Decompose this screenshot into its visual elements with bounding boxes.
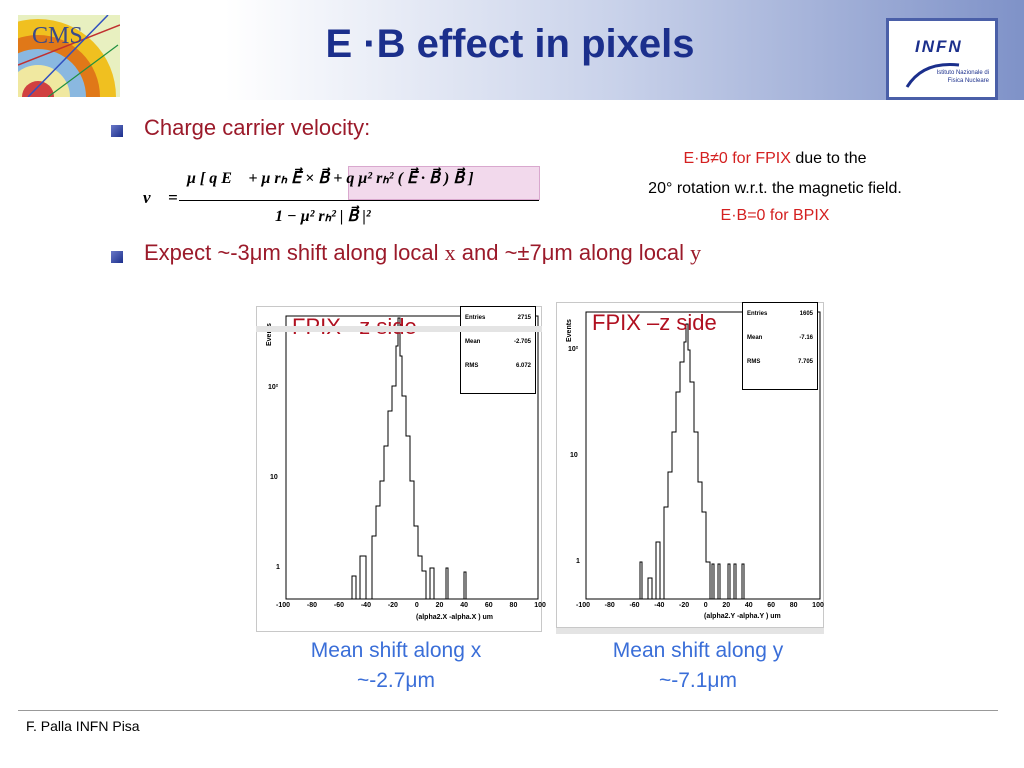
y-tick: 1 (576, 558, 580, 565)
caption-x: Mean shift along x ~-2.7μm (266, 636, 526, 696)
y-tick: 10 (270, 474, 278, 481)
note-line-1-black: due to the (790, 150, 867, 167)
note-line-3: E·B=0 for BPIX (720, 207, 830, 224)
stats-entries-label: Entries (465, 315, 486, 321)
x-tick: 80 (509, 602, 518, 609)
equation-lhs: v⃗ = (143, 188, 178, 207)
stats-entries-label: Entries (747, 311, 768, 317)
y-tick: 10² (568, 346, 579, 353)
infn-arc-icon (905, 62, 960, 88)
equation-highlight (348, 166, 540, 200)
x-tick: -80 (604, 602, 615, 609)
stats-rms-value: 7.705 (797, 359, 813, 365)
stats-rms-label: RMS (747, 359, 761, 365)
bullet-2-text-a: Expect ~-3μm shift along local (144, 240, 445, 265)
caption-x-line1: Mean shift along x (310, 639, 482, 662)
caption-y-line2: ~-7.1μm (658, 669, 738, 692)
bullet-2-text: Expect ~-3μm shift along local x and ~±7… (144, 240, 701, 266)
plot-frame (556, 302, 824, 628)
equation-denominator: 1 − μ² rₕ² | B⃗ |² (275, 208, 371, 225)
histogram-y: FPIX –z side Entries 1605 Mean -7.16 RMS 7.… (556, 302, 824, 628)
bullet-1-text: Charge carrier velocity: (144, 115, 371, 140)
x-tick: 40 (460, 602, 469, 609)
x-tick: 100 (534, 602, 546, 609)
x-ticks: -100 -80 -60 -40 -20 0 20 40 60 80 100 (276, 602, 546, 609)
fraction-line (179, 200, 539, 201)
stats-mean-value: -7.16 (799, 335, 813, 341)
bullet-icon (111, 251, 123, 263)
stats-box: Entries 1605 Mean -7.16 RMS 7.705 (742, 302, 818, 390)
note-line-1-red: E·B≠0 for FPIX (683, 150, 791, 167)
stats-box: Entries 2715 Mean -2.705 RMS 6.072 (460, 306, 536, 394)
bullet-icon (111, 125, 123, 137)
page-title: E ·B effect in pixels (325, 22, 695, 66)
stats-mean-label: Mean (465, 339, 481, 345)
note-line-1: E·B≠0 for FPIX due to the (575, 150, 975, 168)
stats-mean: Mean -2.705 (465, 339, 531, 345)
stats-entries-value: 1605 (799, 311, 813, 317)
stats-entries: Entries 2715 (465, 315, 531, 321)
x-tick: 20 (722, 602, 731, 609)
footer-text: F. Palla INFN Pisa (26, 718, 140, 734)
x-tick: -60 (333, 602, 344, 609)
cms-logo: CMS (0, 14, 121, 175)
x-tick: 100 (812, 602, 824, 609)
footer-divider (18, 710, 998, 711)
bullet-2-var-y: y (690, 240, 702, 265)
note-line-2: 20° rotation w.r.t. the magnetic field. (648, 180, 902, 197)
x-tick: -60 (629, 602, 640, 609)
histogram-y-graph (585, 311, 821, 600)
infn-logo-text: INFN (915, 37, 963, 56)
y-tick: 10² (268, 384, 279, 391)
plot-shadow (556, 628, 824, 634)
stats-mean-label: Mean (747, 335, 763, 341)
infn-logo: INFN Istituto Nazionale di Fisica Nuclea… (886, 18, 998, 100)
x-tick: 80 (789, 602, 798, 609)
x-tick: 60 (767, 602, 776, 609)
stats-rms-label: RMS (465, 363, 479, 369)
stats-rms: RMS 7.705 (747, 359, 813, 365)
x-tick: 20 (435, 602, 444, 609)
x-axis-label: (alpha2.X -alpha.X ) um (416, 614, 494, 621)
equation-numerator: μ [ q E⃗ + μ rₕ E⃗ × B⃗ + q μ² rₕ² ( E⃗ … (187, 170, 474, 187)
x-tick: 60 (484, 602, 493, 609)
bullet-2-var-x: x (444, 240, 456, 265)
x-tick: -100 (276, 602, 291, 609)
caption-y-line1: Mean shift along y (612, 639, 784, 662)
y-tick: 10 (570, 452, 578, 459)
stats-entries-value: 2715 (517, 315, 531, 321)
cms-logo-text: CMS (32, 23, 83, 49)
plot-shadow (256, 326, 542, 332)
stats-rms: RMS 6.072 (465, 363, 531, 369)
stats-mean: Mean -7.16 (747, 335, 813, 341)
stats-mean-value: -2.705 (513, 339, 531, 345)
x-tick: 40 (744, 602, 753, 609)
stats-rms-value: 6.072 (515, 363, 531, 369)
x-tick: -100 (576, 602, 591, 609)
x-axis-label: (alpha2.Y -alpha.Y ) um (704, 613, 781, 620)
y-axis-label: Events (566, 319, 573, 342)
bullet-2-text-b: and ~±7μm along local (455, 240, 691, 265)
caption-x-line2: ~-2.7μm (356, 669, 436, 692)
header-band (0, 0, 1024, 100)
x-tick: -20 (679, 602, 690, 609)
x-tick: 0 (414, 602, 419, 609)
caption-y: Mean shift along y ~-7.1μm (568, 636, 828, 696)
x-tick: -40 (360, 602, 371, 609)
x-ticks: -100 -80 -60 -40 -20 0 20 40 60 80 100 (576, 602, 824, 609)
velocity-equation: v⃗ = μ [ q E⃗ + μ rₕ E⃗ × B⃗ + q μ² rₕ² … (143, 162, 543, 234)
x-tick: 0 (703, 602, 708, 609)
infn-logo-subtitle: Istituto Nazionale di Fisica Nucleare (936, 70, 989, 84)
y-tick: 1 (276, 564, 280, 571)
x-tick: -40 (654, 602, 665, 609)
stats-entries: Entries 1605 (747, 311, 813, 317)
x-tick: -80 (306, 602, 317, 609)
plot-label: FPIX –z side (592, 310, 717, 335)
x-tick: -20 (387, 602, 398, 609)
histogram-x-graph (285, 315, 539, 600)
plot-frame (256, 306, 542, 632)
